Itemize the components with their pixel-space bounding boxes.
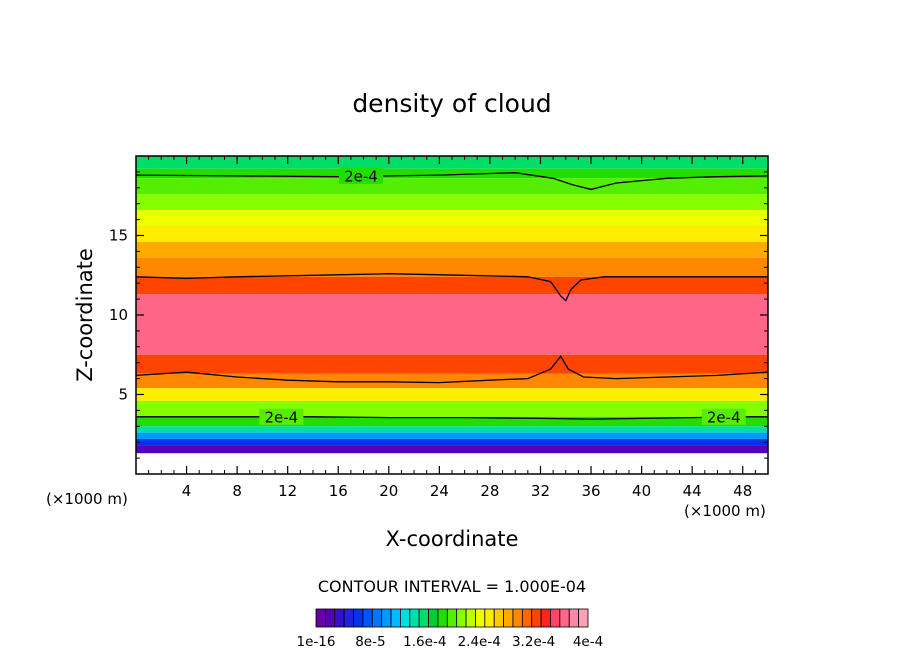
x-tick-label-10: 44 bbox=[683, 482, 702, 500]
contour-label-0: 2e-4 bbox=[338, 167, 383, 185]
x-tick-label-1: 8 bbox=[232, 482, 242, 500]
colorbar-swatch-21 bbox=[512, 608, 523, 628]
colorbar-swatch-13 bbox=[437, 608, 448, 628]
contour-line-2 bbox=[136, 355, 768, 384]
y-axis-unit: (×1000 m) bbox=[46, 490, 128, 508]
contour-line-3 bbox=[136, 416, 768, 420]
field-band-15 bbox=[136, 426, 768, 433]
colorbar-label-3: 2.4e-4 bbox=[458, 634, 501, 650]
colorbar-swatch-10 bbox=[409, 608, 420, 628]
field-band-2 bbox=[136, 178, 768, 195]
field-band-14 bbox=[136, 416, 768, 427]
contour-labels: 2e-4 2e-4 2e-4 bbox=[259, 167, 746, 426]
field-band-18 bbox=[136, 445, 768, 454]
y-axis-label: Z-coordinate bbox=[73, 248, 97, 382]
colorbar-swatch-1 bbox=[324, 608, 336, 628]
x-ticks: 4 8 12 16 20 24 28 32 36 40 44 48 bbox=[148, 156, 756, 500]
y-tick-label-2: 15 bbox=[109, 227, 128, 245]
x-tick-label-5: 24 bbox=[430, 482, 449, 500]
colorbar bbox=[315, 608, 589, 628]
colorbar-swatch-24 bbox=[540, 608, 551, 628]
colorbar-swatch-3 bbox=[343, 608, 354, 628]
x-tick-label-11: 48 bbox=[733, 482, 752, 500]
plot-area bbox=[136, 156, 768, 474]
colorbar-swatch-9 bbox=[400, 608, 411, 628]
field-band-10 bbox=[136, 354, 768, 374]
field-band-17 bbox=[136, 439, 768, 446]
y-tick-label-0: 5 bbox=[118, 386, 128, 404]
field-band-13 bbox=[136, 400, 768, 417]
colorbar-swatch-17 bbox=[475, 608, 486, 628]
x-tick-label-7: 32 bbox=[531, 482, 550, 500]
contour-interval: CONTOUR INTERVAL = 1.000E-04 bbox=[318, 577, 586, 596]
colorbar-swatch-16 bbox=[465, 608, 476, 628]
x-tick-label-2: 12 bbox=[278, 482, 297, 500]
colorbar-swatch-27 bbox=[568, 608, 580, 628]
colorbar-swatch-22 bbox=[521, 608, 533, 628]
x-tick-label-0: 4 bbox=[182, 482, 192, 500]
colorbar-swatch-6 bbox=[371, 608, 383, 628]
field-band-12 bbox=[136, 388, 768, 401]
y-ticks: 5 10 15 bbox=[109, 171, 768, 459]
colorbar-label-1: 8e-5 bbox=[355, 634, 385, 650]
colorbar-swatch-4 bbox=[353, 608, 364, 628]
field-band-4 bbox=[136, 210, 768, 226]
colorbar-labels: 1e-16 8e-5 1.6e-4 2.4e-4 3.2e-4 4e-4 bbox=[297, 634, 604, 650]
colorbar-swatch-25 bbox=[550, 608, 561, 628]
contour-label-2: 2e-4 bbox=[701, 408, 746, 426]
colorbar-swatch-2 bbox=[334, 608, 345, 628]
field-band-3 bbox=[136, 194, 768, 211]
contour-label-text-1: 2e-4 bbox=[264, 408, 298, 426]
colorbar-swatch-8 bbox=[390, 608, 401, 628]
field-band-11 bbox=[136, 373, 768, 389]
colorbar-swatch-14 bbox=[446, 608, 458, 628]
contour-line-1 bbox=[136, 273, 768, 302]
contour-label-text-2: 2e-4 bbox=[707, 408, 741, 426]
x-tick-label-3: 16 bbox=[329, 482, 348, 500]
field-band-5 bbox=[136, 225, 768, 242]
x-tick-label-9: 40 bbox=[632, 482, 651, 500]
colorbar-swatch-0 bbox=[315, 608, 326, 628]
x-tick-label-4: 20 bbox=[379, 482, 398, 500]
field-band-0 bbox=[136, 156, 768, 169]
contour-label-text-0: 2e-4 bbox=[344, 167, 378, 185]
x-axis-label: X-coordinate bbox=[386, 527, 519, 551]
field-band-8 bbox=[136, 276, 768, 295]
field-bands bbox=[136, 156, 768, 474]
colorbar-swatch-5 bbox=[362, 608, 373, 628]
colorbar-swatch-7 bbox=[381, 608, 392, 628]
colorbar-swatch-28 bbox=[578, 608, 589, 628]
field-band-7 bbox=[136, 257, 768, 277]
colorbar-swatch-12 bbox=[428, 608, 439, 628]
colorbar-swatch-18 bbox=[484, 608, 495, 628]
field-band-1 bbox=[136, 168, 768, 179]
x-tick-label-8: 36 bbox=[581, 482, 600, 500]
colorbar-label-4: 3.2e-4 bbox=[512, 634, 555, 650]
colorbar-label-5: 4e-4 bbox=[573, 634, 603, 650]
colorbar-swatch-15 bbox=[456, 608, 467, 628]
x-tick-label-6: 28 bbox=[480, 482, 499, 500]
colorbar-swatch-20 bbox=[503, 608, 514, 628]
colorbar-swatch-19 bbox=[493, 608, 504, 628]
colorbar-label-0: 1e-16 bbox=[297, 634, 336, 650]
field-band-6 bbox=[136, 241, 768, 258]
contour-label-1: 2e-4 bbox=[259, 408, 304, 426]
y-tick-label-1: 10 bbox=[109, 306, 128, 324]
x-axis-unit: (×1000 m) bbox=[684, 502, 766, 520]
field-band-9 bbox=[136, 294, 768, 355]
contour-lines bbox=[136, 172, 768, 420]
colorbar-label-2: 1.6e-4 bbox=[403, 634, 446, 650]
colorbar-swatch-23 bbox=[531, 608, 542, 628]
field-band-19 bbox=[136, 453, 768, 474]
contour-line-0 bbox=[136, 172, 768, 191]
field-band-16 bbox=[136, 432, 768, 440]
colorbar-swatch-26 bbox=[559, 608, 570, 628]
chart-title: density of cloud bbox=[352, 89, 551, 118]
colorbar-swatch-11 bbox=[418, 608, 429, 628]
